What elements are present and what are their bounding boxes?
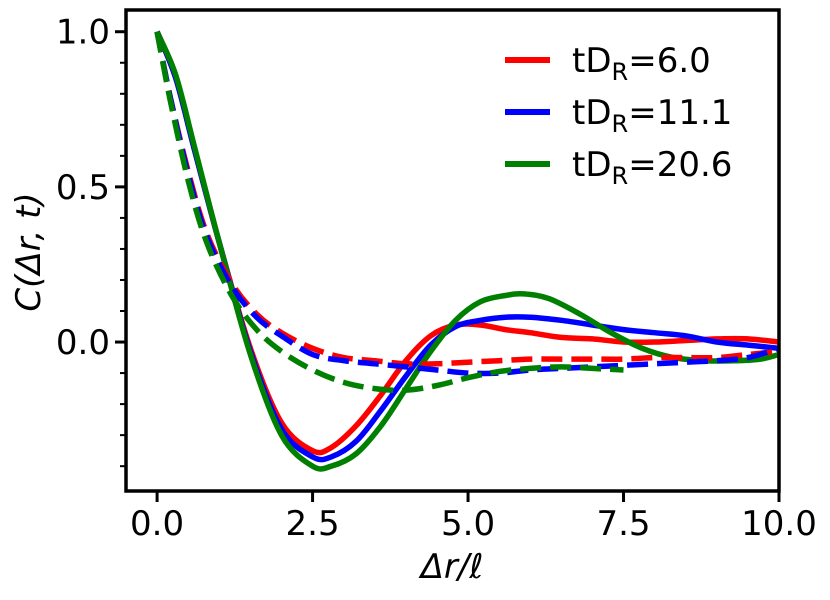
series-line-3: [154, 31, 780, 367]
x-tick-label: 10.0: [741, 504, 817, 544]
series-line-5: [154, 31, 624, 394]
legend-entry-label: tDR=6.0: [572, 41, 711, 86]
series-layer: [154, 30, 780, 472]
ticks-layer: 0.0 2.5 5.0 7.5 10.0 1.0 0.5 0.0: [56, 13, 817, 544]
y-tick-label: 0.0: [56, 323, 110, 363]
x-tick-label: 7.5: [596, 504, 650, 544]
y-tick-label: 1.0: [56, 13, 110, 53]
legend-entry-label: tDR=20.6: [572, 145, 732, 190]
x-tick-label: 0.0: [130, 504, 184, 544]
x-axis-label: Δr/ℓ: [418, 547, 484, 587]
x-tick-label: 5.0: [441, 504, 495, 544]
axes-frame: [124, 8, 781, 493]
legend: tDR=6.0 tDR=11.1 tDR=20.6: [505, 41, 732, 190]
series-line-4: [154, 31, 780, 377]
y-tick-label: 0.5: [56, 168, 110, 208]
x-tick-label: 2.5: [286, 504, 340, 544]
legend-entry-label: tDR=11.1: [572, 93, 732, 138]
y-axis-label: C(Δr, t): [9, 192, 49, 311]
